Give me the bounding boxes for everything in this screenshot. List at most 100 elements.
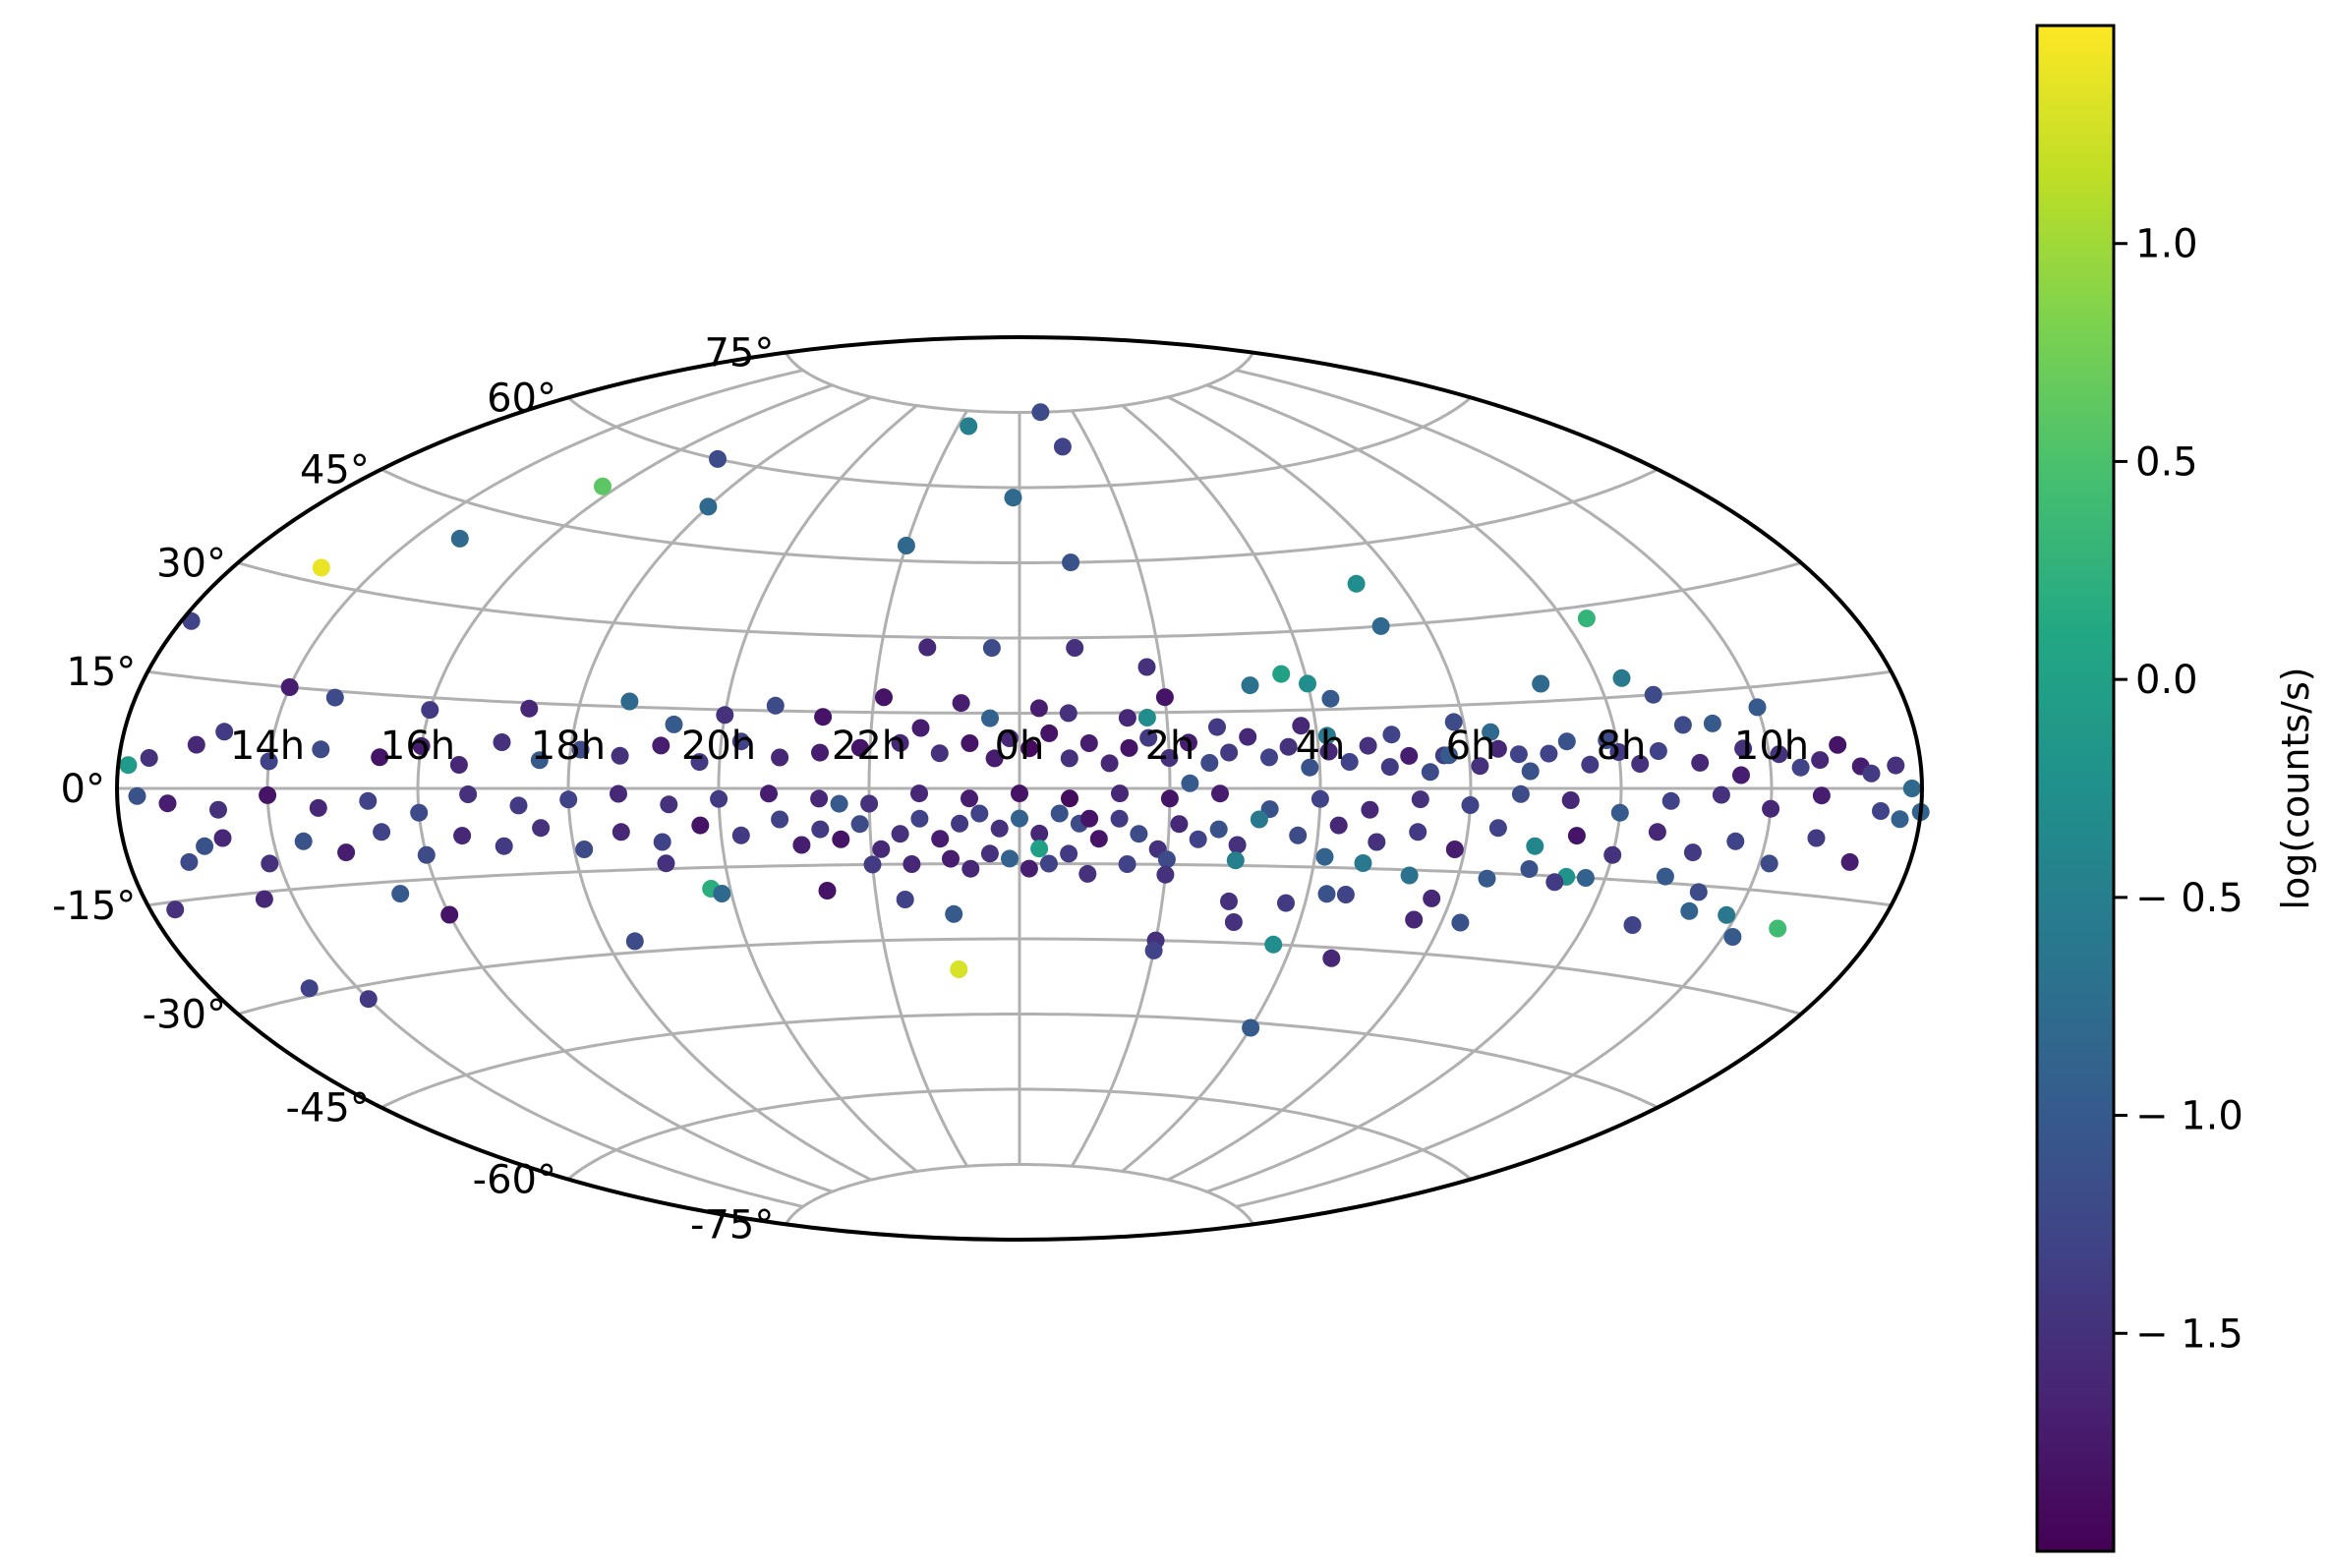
data-point bbox=[1661, 791, 1680, 810]
data-point bbox=[731, 732, 750, 751]
data-point bbox=[1347, 574, 1366, 593]
data-point bbox=[1019, 859, 1038, 878]
data-point bbox=[1368, 833, 1386, 851]
meridian-gridline bbox=[1167, 395, 1473, 1182]
data-point bbox=[1762, 799, 1780, 818]
ra-tick-label: 6h bbox=[1446, 724, 1496, 769]
data-point bbox=[1791, 758, 1810, 777]
data-point bbox=[1734, 739, 1753, 758]
data-point bbox=[811, 743, 829, 762]
data-point bbox=[891, 825, 909, 843]
data-point bbox=[1144, 941, 1163, 959]
data-point bbox=[951, 814, 969, 833]
data-point bbox=[1299, 674, 1316, 693]
data-point bbox=[1220, 743, 1239, 762]
scatter-points bbox=[119, 403, 1930, 1037]
data-point bbox=[1241, 676, 1259, 695]
data-point bbox=[952, 694, 970, 713]
data-point bbox=[1110, 809, 1129, 828]
data-point bbox=[713, 885, 731, 902]
data-point bbox=[196, 837, 214, 855]
data-point bbox=[1220, 892, 1238, 910]
data-point bbox=[910, 809, 929, 828]
data-point bbox=[359, 791, 378, 810]
data-point bbox=[699, 497, 718, 516]
data-point bbox=[1509, 745, 1528, 764]
data-point bbox=[1336, 886, 1355, 903]
data-point bbox=[1279, 737, 1298, 756]
data-point bbox=[509, 796, 528, 815]
data-point bbox=[260, 752, 278, 771]
data-point bbox=[970, 804, 989, 823]
data-point bbox=[1361, 800, 1379, 819]
data-point bbox=[1079, 734, 1098, 752]
data-point bbox=[792, 836, 811, 854]
data-point bbox=[1031, 403, 1050, 422]
data-point bbox=[1482, 723, 1500, 741]
data-point bbox=[612, 823, 630, 842]
data-point bbox=[1118, 709, 1136, 727]
data-point bbox=[961, 734, 979, 752]
data-point bbox=[1656, 867, 1674, 886]
data-point bbox=[410, 803, 429, 822]
data-point bbox=[1732, 766, 1750, 784]
ra-tick-label: 8h bbox=[1597, 724, 1647, 769]
data-point bbox=[1862, 764, 1881, 783]
colorbar-tick-label: − 1.0 bbox=[2135, 1094, 2243, 1139]
data-point bbox=[1488, 739, 1507, 758]
data-point bbox=[1421, 763, 1439, 782]
data-point bbox=[990, 819, 1009, 838]
data-point bbox=[1060, 749, 1078, 768]
data-point bbox=[1354, 854, 1372, 872]
colorbar-tick-label: 0.0 bbox=[2135, 658, 2198, 703]
data-point bbox=[1053, 437, 1072, 456]
data-point bbox=[459, 785, 478, 803]
data-point bbox=[1066, 639, 1084, 657]
data-point bbox=[1520, 860, 1539, 878]
data-point bbox=[1160, 749, 1179, 767]
data-point bbox=[911, 719, 930, 737]
data-point bbox=[985, 749, 1004, 768]
data-point bbox=[771, 810, 789, 829]
data-point bbox=[1260, 748, 1278, 767]
data-point bbox=[1598, 731, 1616, 749]
meridian-gridline bbox=[1235, 369, 1774, 1208]
data-point bbox=[1760, 854, 1778, 873]
colorbar-tick-label: − 0.5 bbox=[2135, 876, 2243, 921]
data-point bbox=[180, 852, 199, 871]
data-point bbox=[371, 748, 389, 767]
data-point bbox=[1315, 847, 1334, 866]
data-point bbox=[850, 738, 869, 757]
data-point bbox=[1411, 790, 1429, 809]
data-point bbox=[731, 826, 750, 844]
ra-tick-label: 14h bbox=[230, 724, 305, 769]
data-point bbox=[520, 699, 539, 718]
data-point bbox=[1902, 780, 1921, 797]
data-point bbox=[1840, 852, 1859, 871]
data-point bbox=[1471, 757, 1489, 776]
data-point bbox=[1317, 726, 1336, 745]
data-point bbox=[1444, 713, 1463, 731]
data-point bbox=[897, 537, 915, 554]
data-point bbox=[1673, 716, 1692, 734]
data-point bbox=[1156, 865, 1175, 884]
data-point bbox=[1488, 819, 1507, 838]
data-point bbox=[1224, 913, 1243, 931]
data-point bbox=[1812, 786, 1831, 805]
data-point bbox=[1089, 830, 1108, 848]
data-point bbox=[1118, 855, 1136, 873]
data-point bbox=[1691, 753, 1710, 772]
data-point bbox=[863, 855, 882, 874]
data-point bbox=[1726, 832, 1745, 850]
data-point bbox=[1020, 739, 1039, 758]
data-point bbox=[532, 819, 551, 838]
data-point bbox=[280, 678, 299, 696]
dec-tick-label: -75° bbox=[690, 1202, 774, 1248]
colorbar-ticks: 1.0 0.5 0.0 − 0.5 − 1.0 − 1.5 bbox=[2114, 222, 2243, 1357]
data-point bbox=[1011, 784, 1028, 803]
data-point bbox=[373, 823, 391, 842]
dec-tick-label: -45° bbox=[286, 1086, 370, 1132]
data-point bbox=[215, 723, 234, 741]
ra-tick-label: 18h bbox=[531, 724, 606, 769]
data-point bbox=[665, 715, 683, 733]
